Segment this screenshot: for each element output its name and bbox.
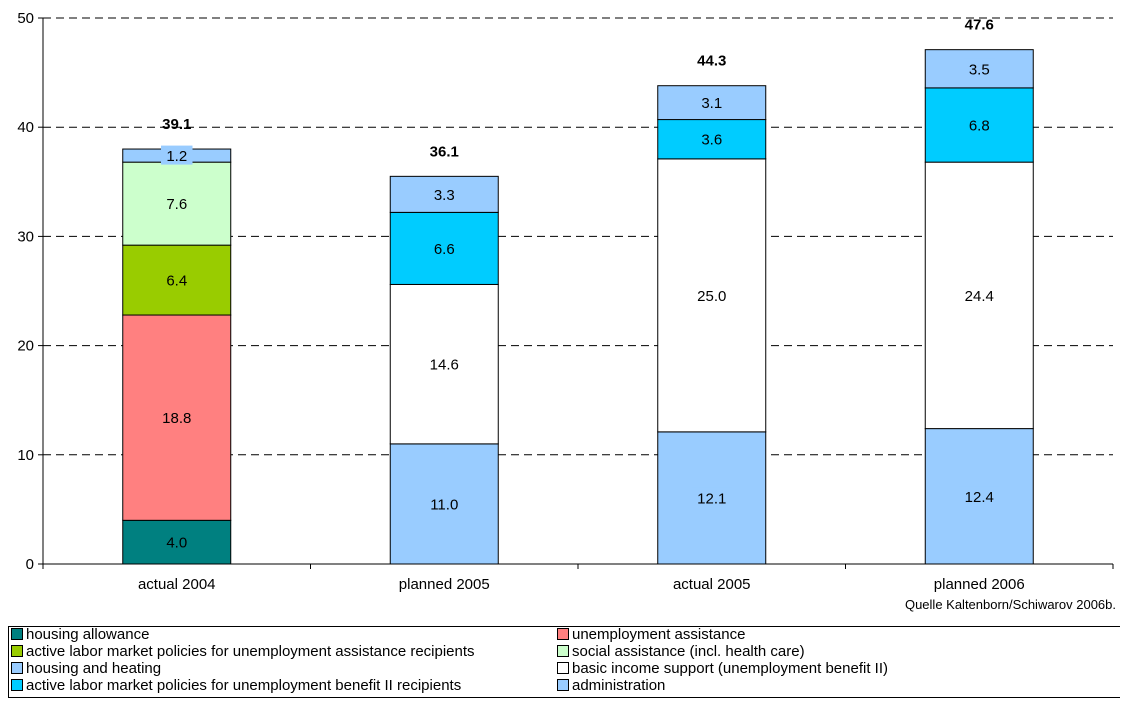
data-label-bg xyxy=(691,487,732,507)
data-labels: 4.0 18.8 6.4 7.6 1.2 39.1 11.0 14.6 6.6 3.3 36.1 12… xyxy=(156,17,1000,552)
legend-label: housing and heating xyxy=(26,660,162,677)
y-tick-label: 40 xyxy=(17,119,34,136)
data-label: 1.2 xyxy=(166,148,187,165)
legend-item: basic income support (unemployment benef… xyxy=(557,660,888,677)
source-note: Quelle Kaltenborn/Schiwarov 2006b. xyxy=(904,597,1116,612)
data-label: 12.1 xyxy=(697,490,726,507)
y-tick-label: 30 xyxy=(17,228,34,245)
y-tick-label: 20 xyxy=(17,338,34,355)
data-label-bg xyxy=(959,486,1000,506)
data-label-bg xyxy=(963,58,995,78)
y-tick-label: 0 xyxy=(26,556,34,573)
data-label: 11.0 xyxy=(430,496,458,513)
y-tick-label: 50 xyxy=(17,10,34,27)
data-label: 6.8 xyxy=(969,118,990,135)
data-label: 25.0 xyxy=(697,288,726,305)
legend-label: social assistance (incl. health care) xyxy=(572,643,805,660)
data-label-bg xyxy=(161,532,193,552)
legend-item: active labor market policies for unemplo… xyxy=(11,643,475,660)
data-label-bg xyxy=(424,354,465,374)
legend-item: housing allowance xyxy=(11,626,149,643)
data-label-bg xyxy=(156,407,197,427)
legend-label: administration xyxy=(572,677,666,694)
legend-label: unemployment assistance xyxy=(572,626,746,643)
data-label: 14.6 xyxy=(430,357,459,374)
legend-item: administration xyxy=(557,677,665,694)
data-label-bg xyxy=(424,493,465,513)
legend: housing allowance unemployment assistance… xyxy=(8,626,1120,698)
data-label-bg xyxy=(428,238,460,258)
total-label: 47.6 xyxy=(965,17,994,34)
data-label: 3.5 xyxy=(969,61,990,78)
axes: 0 10 20 30 40 50 actual 2004 planned 2005 actual… xyxy=(17,10,1114,593)
data-label-bg xyxy=(428,184,460,204)
total-label: 36.1 xyxy=(430,143,459,160)
data-label: 3.6 xyxy=(701,132,722,149)
stacked-bar-chart: 0 10 20 30 40 50 actual 2004 planned 2005 actual… xyxy=(17,10,1114,593)
data-label: 3.3 xyxy=(434,187,455,204)
legend-swatch xyxy=(557,679,569,691)
legend-swatch xyxy=(11,662,23,674)
legend-label: active labor market policies for unemplo… xyxy=(26,677,462,694)
legend-swatch xyxy=(11,628,23,640)
data-label: 6.4 xyxy=(166,273,187,290)
data-label-bg xyxy=(691,285,732,305)
data-label-bg xyxy=(161,270,193,290)
total-label: 44.3 xyxy=(697,53,726,70)
legend-label: housing allowance xyxy=(26,626,150,643)
data-label: 18.8 xyxy=(162,410,191,427)
x-category-label: actual 2004 xyxy=(138,576,216,593)
data-label: 12.4 xyxy=(965,489,994,506)
legend-item: housing and heating xyxy=(11,660,161,677)
total-label: 39.1 xyxy=(162,116,191,133)
x-category-label: planned 2005 xyxy=(399,576,490,593)
data-label-bg xyxy=(161,193,193,213)
data-label-bg xyxy=(161,145,193,165)
x-category-label: planned 2006 xyxy=(934,576,1025,593)
data-label: 24.4 xyxy=(965,288,994,305)
legend-label: active labor market policies for unemplo… xyxy=(26,643,475,660)
legend-swatch xyxy=(557,662,569,674)
data-label: 7.6 xyxy=(166,196,187,213)
legend-item: unemployment assistance xyxy=(557,626,745,643)
legend-swatch xyxy=(11,645,23,657)
data-label: 4.0 xyxy=(166,535,187,552)
legend-swatch xyxy=(557,645,569,657)
legend-label: basic income support (unemployment benef… xyxy=(572,660,888,677)
data-label: 6.6 xyxy=(434,241,455,258)
y-tick-label: 10 xyxy=(17,447,34,464)
x-category-label: actual 2005 xyxy=(673,576,751,593)
data-label-bg xyxy=(696,129,728,149)
data-label-bg xyxy=(963,115,995,135)
data-label-bg xyxy=(959,285,1000,305)
legend-swatch xyxy=(557,628,569,640)
legend-item: social assistance (incl. health care) xyxy=(557,643,805,660)
legend-item: active labor market policies for unemplo… xyxy=(11,677,461,694)
data-label: 3.1 xyxy=(701,95,722,112)
legend-swatch xyxy=(11,679,23,691)
data-label-bg xyxy=(696,92,728,112)
